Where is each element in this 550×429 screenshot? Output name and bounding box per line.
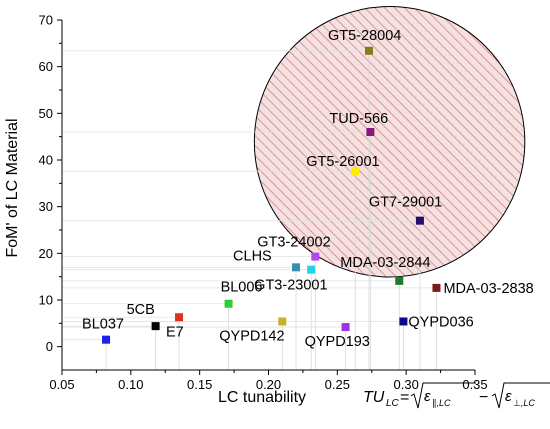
point-label-bl037: BL037 [82, 317, 124, 333]
y-tick-label: 30 [39, 199, 53, 214]
svg-text:LC: LC [386, 398, 400, 409]
point-label-mda-03-2844: MDA-03-2844 [340, 255, 430, 271]
data-point-qypd142 [278, 317, 287, 326]
data-point-gt3-24002 [311, 252, 320, 261]
svg-text:TU: TU [363, 389, 385, 406]
point-label-qypd036: QYPD036 [408, 314, 473, 330]
data-point-gt7-29001 [415, 216, 424, 225]
point-label-qypd193: QYPD193 [305, 334, 370, 350]
data-point-clhs [292, 263, 301, 272]
data-point-gt5-28004 [364, 46, 373, 55]
data-point-qypd193 [341, 323, 350, 332]
data-point-gt3-23001 [307, 265, 316, 274]
point-label-bl006: BL006 [221, 280, 263, 296]
y-tick-label: 40 [39, 153, 53, 168]
y-tick-label: 0 [46, 339, 53, 354]
point-label-5cb: 5CB [127, 302, 155, 318]
data-point-5cb [151, 322, 160, 331]
y-tick-label: 60 [39, 59, 53, 74]
data-point-gt5-26001 [351, 167, 360, 176]
x-tick-label: 0.35 [462, 377, 487, 392]
data-point-mda-03-2838 [432, 283, 441, 292]
data-point-e7 [175, 313, 184, 322]
y-tick-label: 70 [39, 13, 53, 28]
x-axis-title-prefix: LC tunability [218, 389, 306, 406]
highlight-region [253, 5, 526, 278]
svg-text:=: = [400, 389, 409, 406]
data-point-bl037 [102, 335, 111, 344]
y-tick-label: 50 [39, 106, 53, 121]
svg-text:∥,LC: ∥,LC [432, 398, 451, 408]
point-label-gt3-24002: GT3-24002 [257, 235, 330, 251]
data-point-bl006 [224, 299, 233, 308]
point-label-gt5-26001: GT5-26001 [306, 154, 379, 170]
point-label-e7: E7 [166, 324, 184, 340]
svg-text:ε: ε [505, 388, 512, 405]
x-tick-label: 0.05 [49, 377, 74, 392]
data-point-mda-03-2844 [395, 276, 404, 285]
data-point-qypd036 [399, 317, 408, 326]
point-label-mda-03-2838: MDA-03-2838 [443, 281, 533, 297]
x-tick-label: 0.20 [256, 377, 281, 392]
point-label-gt3-23001: GT3-23001 [254, 278, 327, 294]
point-label-gt5-28004: GT5-28004 [328, 28, 401, 44]
y-axis-title: FoM' of LC Material [4, 118, 21, 257]
point-label-clhs: CLHS [233, 248, 272, 264]
y-tick-label: 20 [39, 246, 53, 261]
x-tick-label: 0.30 [394, 377, 419, 392]
x-tick-label: 0.10 [118, 377, 143, 392]
y-tick-label: 10 [39, 293, 53, 308]
point-label-tud-566: TUD-566 [329, 111, 388, 127]
x-tick-label: 0.15 [187, 377, 212, 392]
x-tick-label: 0.25 [325, 377, 350, 392]
x-axis-formula: TU LC = ε ∥,LC − ε ⊥,LC [363, 382, 550, 409]
x-axis-title: LC tunability TU LC = ε ∥,LC − ε ⊥,LC [218, 382, 550, 409]
point-label-qypd142: QYPD142 [219, 328, 284, 344]
point-label-gt7-29001: GT7-29001 [369, 195, 442, 211]
svg-text:−: − [479, 389, 488, 406]
svg-text:ε: ε [424, 388, 431, 405]
svg-text:⊥,LC: ⊥,LC [513, 398, 535, 408]
data-point-tud-566 [366, 128, 375, 136]
